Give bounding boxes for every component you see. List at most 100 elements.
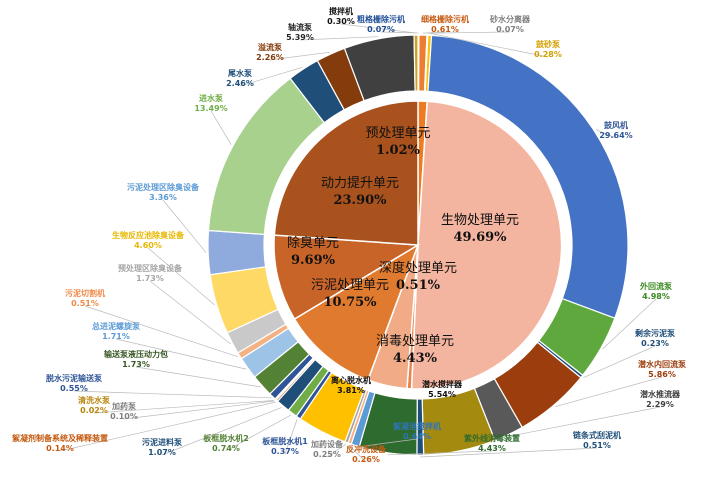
inner-value-5: 10.75% xyxy=(323,295,377,310)
outer-value-28: 4.60% xyxy=(134,241,162,250)
leader-line-5 xyxy=(595,129,617,139)
outer-label-30: 进水泵 xyxy=(199,93,223,103)
outer-label-15: 加药设备 xyxy=(310,439,344,449)
outer-value-7: 0.23% xyxy=(641,339,669,348)
leader-line-25 xyxy=(115,338,247,370)
leader-line-13 xyxy=(354,438,418,448)
outer-value-1: 0.07% xyxy=(367,25,395,34)
outer-label-26: 污泥切割机 xyxy=(65,288,105,298)
leader-line-11 xyxy=(420,447,598,458)
outer-value-19: 1.07% xyxy=(148,448,176,457)
leader-line-27 xyxy=(149,280,231,345)
inner-slice-5 xyxy=(293,243,420,381)
outer-label-27: 预处理区除臭设备 xyxy=(118,263,183,273)
outer-label-25: 总进泥螺旋泵 xyxy=(92,321,140,331)
outer-ring xyxy=(207,34,629,456)
outer-value-24: 1.73% xyxy=(122,360,150,369)
outer-label-3: 砂水分离器 xyxy=(489,14,531,24)
inner-value-2: 49.69% xyxy=(453,230,507,245)
outer-value-25: 1.71% xyxy=(102,332,130,341)
inner-label-3: 深度处理单元 xyxy=(379,260,457,276)
outer-value-18: 0.74% xyxy=(212,444,240,453)
leader-line-3 xyxy=(427,31,511,34)
outer-value-27: 1.73% xyxy=(136,274,164,283)
leader-line-7 xyxy=(583,345,656,379)
outer-value-8: 5.86% xyxy=(648,370,676,379)
inner-pie xyxy=(273,100,563,390)
outer-label-33: 轴流泵 xyxy=(288,22,312,32)
outer-label-34: 搅拌机 xyxy=(329,6,353,16)
outer-value-10: 5.54% xyxy=(428,390,456,399)
inner-value-7: 23.90% xyxy=(333,193,387,208)
outer-label-6: 外回流泵 xyxy=(640,281,672,291)
outer-label-11: 链条式刮泥机 xyxy=(573,430,621,440)
outer-value-31: 2.46% xyxy=(226,79,254,88)
outer-label-4: 鼓砂泵 xyxy=(536,39,560,49)
leader-line-33 xyxy=(299,36,379,41)
outer-value-11: 0.51% xyxy=(583,441,611,450)
outer-label-19: 污泥进料泵 xyxy=(142,437,182,447)
outer-value-12: 4.43% xyxy=(478,444,506,453)
outer-value-20: 0.14% xyxy=(46,444,74,453)
leader-line-23 xyxy=(73,390,272,399)
leader-line-34 xyxy=(340,23,417,34)
inner-value-6: 9.69% xyxy=(291,253,336,268)
outer-label-28: 生物反应池除臭设备 xyxy=(112,230,185,240)
outer-slice-5 xyxy=(427,34,629,320)
inner-label-7: 动力提升单元 xyxy=(321,175,399,191)
outer-value-4: 0.28% xyxy=(534,50,562,59)
leader-line-12 xyxy=(387,450,493,456)
inner-label-6: 除臭单元 xyxy=(287,236,339,251)
outer-label-29: 污泥处理区除臭设备 xyxy=(127,182,200,192)
leader-line-18 xyxy=(225,414,292,452)
outer-label-12: 紫外线消毒装置 xyxy=(464,433,520,443)
outer-value-22: 0.02% xyxy=(80,406,108,415)
outer-label-2: 细格栅除污机 xyxy=(421,14,469,24)
outer-slice-29 xyxy=(207,229,267,276)
inner-label-2: 生物处理单元 xyxy=(441,213,519,228)
outer-value-14: 0.26% xyxy=(352,455,380,464)
outer-slice-34 xyxy=(413,34,419,92)
leader-line-22 xyxy=(93,400,274,414)
outer-value-32: 2.26% xyxy=(256,53,284,62)
inner-slice-2 xyxy=(410,100,563,390)
leader-line-6 xyxy=(602,298,657,350)
leader-line-4 xyxy=(429,32,549,58)
outer-value-23: 0.55% xyxy=(60,384,88,393)
leader-line-24 xyxy=(135,366,261,388)
outer-label-23: 脱水污泥输送泵 xyxy=(46,373,102,383)
leader-line-32 xyxy=(269,51,330,61)
outer-value-21: 0.10% xyxy=(110,412,138,421)
outer-value-15: 0.25% xyxy=(313,450,341,459)
outer-label-1: 粗格栅除污机 xyxy=(357,14,405,24)
outer-value-6: 4.98% xyxy=(642,292,670,301)
outer-value-16: 3.81% xyxy=(337,386,365,395)
outer-value-2: 0.61% xyxy=(431,25,459,34)
leader-line-2 xyxy=(422,31,446,34)
inner-slice-7 xyxy=(273,100,419,246)
outer-value-33: 5.39% xyxy=(286,33,314,42)
inner-label-5: 污泥处理单元 xyxy=(311,278,389,293)
outer-value-3: 0.07% xyxy=(496,25,524,34)
outer-value-9: 2.29% xyxy=(646,400,674,409)
outer-value-5: 29.64% xyxy=(599,131,632,140)
outer-label-24: 输送泵液压动力包 xyxy=(104,349,168,359)
outer-label-8: 潜水内回流泵 xyxy=(638,359,686,369)
outer-value-17: 0.37% xyxy=(271,447,299,456)
outer-label-20: 絮凝剂制备系统及稀释装置 xyxy=(12,433,108,443)
inner-value-3: 0.51% xyxy=(396,278,441,293)
inner-value-1: 1.02% xyxy=(376,143,421,158)
leader-line-9 xyxy=(509,406,661,437)
leader-line-8 xyxy=(555,376,663,408)
inner-label-1: 预处理单元 xyxy=(365,126,430,141)
leader-line-20 xyxy=(59,401,276,452)
leader-line-31 xyxy=(239,66,303,87)
outer-label-14: 反冲洗设备 xyxy=(346,444,387,454)
outer-value-13: 0.64% xyxy=(403,432,431,441)
leader-line-29 xyxy=(162,199,207,253)
outer-label-17: 板框脱水机1 xyxy=(262,436,308,446)
leader-line-28 xyxy=(147,247,215,306)
leader-lines xyxy=(59,23,663,463)
leader-line-17 xyxy=(284,419,298,455)
